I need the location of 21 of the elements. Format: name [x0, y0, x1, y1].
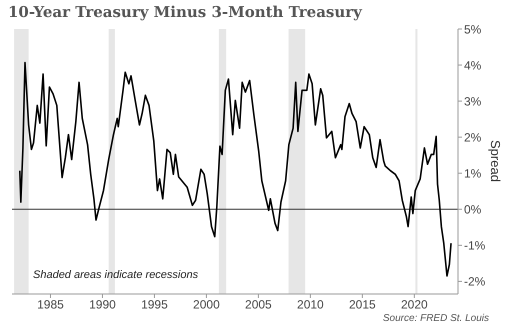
annotation: Shaded areas indicate recessions — [33, 269, 198, 281]
x-tick-label: 2020 — [400, 298, 428, 312]
x-tick-label: 2010 — [297, 298, 324, 312]
x-tick-label: 2000 — [193, 298, 220, 312]
x-tick-label: 1995 — [141, 298, 168, 312]
y-tick-label: 0% — [464, 202, 482, 217]
y-tick-label: 2% — [464, 130, 482, 144]
y-tick-label: -1% — [464, 238, 486, 253]
x-tick-label: 2015 — [349, 298, 376, 312]
source-note: Source: FRED St. Louis — [382, 313, 489, 325]
y-tick-label: 3% — [464, 94, 482, 108]
y-tick-label: -2% — [464, 274, 486, 289]
x-tick-label: 1990 — [89, 298, 116, 312]
y-tick-label: 4% — [464, 58, 482, 72]
y-tick-label: 5% — [464, 22, 482, 36]
y-tick-label: 1% — [464, 166, 482, 180]
x-tick-label: 2005 — [245, 298, 272, 312]
chart-title: 10-Year Treasury Minus 3-Month Treasury — [8, 3, 362, 21]
x-tick-label: 1985 — [37, 298, 64, 312]
y-axis-title: Spread — [488, 140, 503, 182]
line-series — [18, 62, 452, 277]
